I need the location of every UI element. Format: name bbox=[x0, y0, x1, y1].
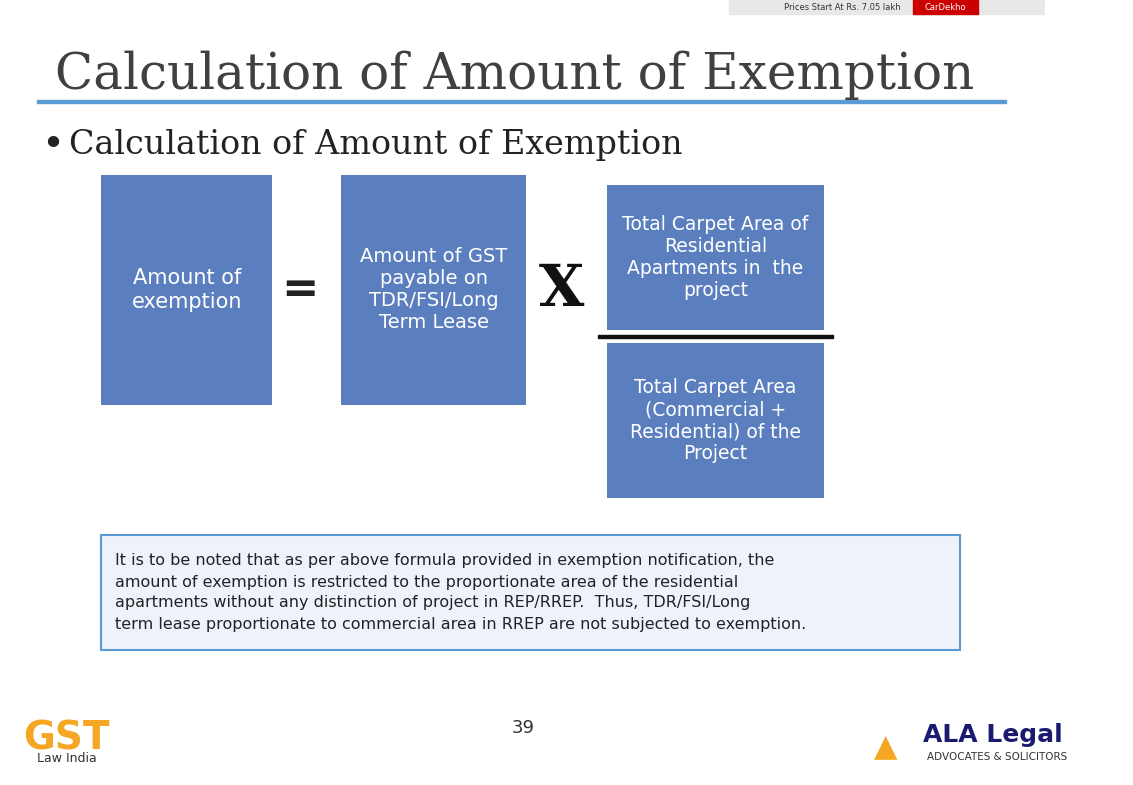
FancyBboxPatch shape bbox=[102, 535, 960, 650]
Text: Calculation of Amount of Exemption: Calculation of Amount of Exemption bbox=[69, 129, 683, 161]
Text: Total Carpet Area of
Residential
Apartments in  the
project: Total Carpet Area of Residential Apartme… bbox=[622, 215, 809, 300]
FancyBboxPatch shape bbox=[341, 175, 526, 405]
Text: Total Carpet Area
(Commercial +
Residential) of the
Project: Total Carpet Area (Commercial + Resident… bbox=[630, 378, 801, 463]
Bar bbox=[729, 0, 1046, 14]
Bar bbox=[913, 0, 978, 14]
FancyBboxPatch shape bbox=[607, 343, 824, 498]
Text: ALA Legal: ALA Legal bbox=[922, 723, 1063, 747]
Text: Calculation of Amount of Exemption: Calculation of Amount of Exemption bbox=[56, 50, 974, 100]
Text: ▲: ▲ bbox=[874, 733, 897, 762]
FancyBboxPatch shape bbox=[102, 175, 272, 405]
Text: Law India: Law India bbox=[36, 751, 96, 765]
Bar bbox=[598, 335, 833, 338]
Text: 39: 39 bbox=[512, 719, 535, 737]
Text: =: = bbox=[281, 268, 318, 312]
Text: Amount of
exemption: Amount of exemption bbox=[131, 268, 242, 312]
Text: •: • bbox=[42, 126, 65, 164]
Text: CarDekho: CarDekho bbox=[925, 2, 966, 12]
Text: GST: GST bbox=[23, 719, 110, 757]
Text: Prices Start At Rs. 7.05 lakh: Prices Start At Rs. 7.05 lakh bbox=[784, 2, 901, 12]
Text: X: X bbox=[538, 262, 583, 318]
Text: ADVOCATES & SOLICITORS: ADVOCATES & SOLICITORS bbox=[927, 752, 1067, 762]
Text: It is to be noted that as per above formula provided in exemption notification, : It is to be noted that as per above form… bbox=[116, 553, 807, 631]
FancyBboxPatch shape bbox=[607, 185, 824, 330]
Text: Amount of GST
payable on
TDR/FSI/Long
Term Lease: Amount of GST payable on TDR/FSI/Long Te… bbox=[360, 247, 508, 333]
Bar bbox=[37, 100, 1006, 103]
